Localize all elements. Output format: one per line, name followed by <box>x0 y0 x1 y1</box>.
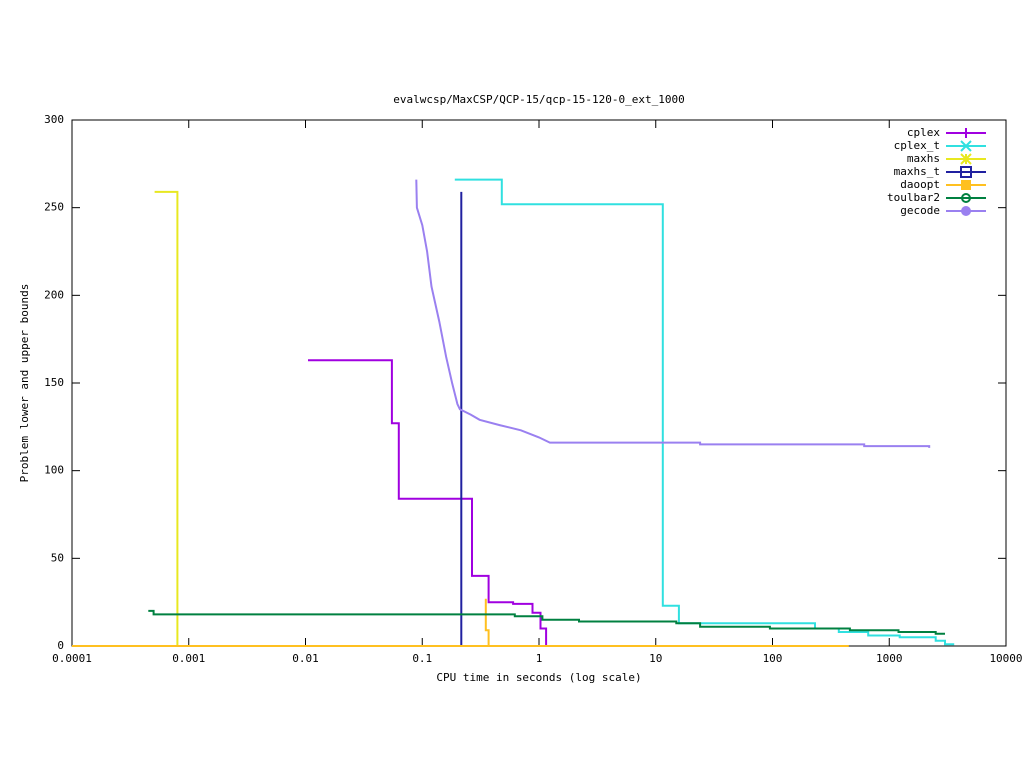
series-line <box>415 179 931 448</box>
legend-label: maxhs <box>907 152 940 165</box>
y-tick-label: 0 <box>57 639 64 652</box>
series-line <box>148 609 945 635</box>
chart-title: evalwcsp/MaxCSP/QCP-15/qcp-15-120-0_ext_… <box>393 93 684 106</box>
legend-marker <box>961 180 971 190</box>
legend-marker <box>960 140 972 152</box>
y-tick-label: 300 <box>44 113 64 126</box>
x-tick-label: 0.001 <box>172 652 205 665</box>
series-line <box>308 359 548 646</box>
x-tick-label: 0.1 <box>412 652 432 665</box>
legend-marker <box>961 128 971 138</box>
legend-marker <box>961 206 971 216</box>
legend-label: toulbar2 <box>887 191 940 204</box>
y-axis-label: Problem lower and upper bounds <box>18 284 31 483</box>
legend-label: daoopt <box>900 178 940 191</box>
y-tick-label: 150 <box>44 376 64 389</box>
series-line <box>454 178 955 646</box>
x-tick-label: 0.01 <box>292 652 319 665</box>
x-axis-label: CPU time in seconds (log scale) <box>436 671 641 684</box>
legend-marker <box>960 153 972 165</box>
legend-label: cplex_t <box>894 139 940 152</box>
x-tick-label: 100 <box>763 652 783 665</box>
x-tick-label: 10 <box>649 652 662 665</box>
x-tick-label: 10000 <box>989 652 1022 665</box>
x-tick-label: 1 <box>536 652 543 665</box>
series-line <box>154 190 179 646</box>
y-tick-label: 250 <box>44 201 64 214</box>
x-tick-label: 0.0001 <box>52 652 92 665</box>
legend-marker <box>960 166 972 178</box>
legend-label: gecode <box>900 204 940 217</box>
y-tick-label: 100 <box>44 464 64 477</box>
y-tick-label: 200 <box>44 288 64 301</box>
x-tick-label: 1000 <box>876 652 903 665</box>
legend-marker <box>961 193 971 203</box>
legend-label: maxhs_t <box>894 165 940 178</box>
y-tick-label: 50 <box>51 551 64 564</box>
legend-label: cplex <box>907 126 940 139</box>
